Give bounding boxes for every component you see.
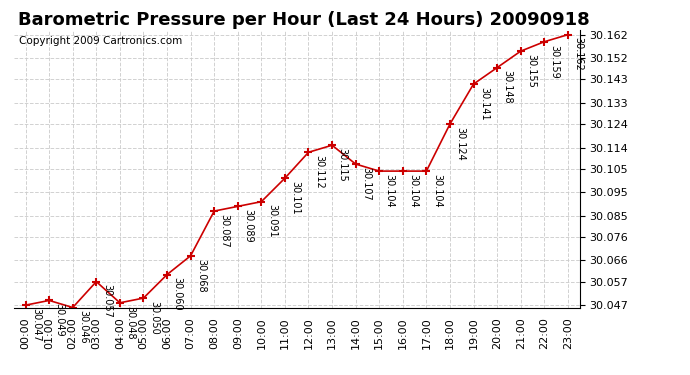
Text: 30.104: 30.104 [408, 174, 418, 207]
Text: 30.060: 30.060 [172, 278, 183, 311]
Text: Barometric Pressure per Hour (Last 24 Hours) 20090918: Barometric Pressure per Hour (Last 24 Ho… [18, 11, 589, 29]
Text: 30.101: 30.101 [290, 181, 300, 214]
Text: 30.087: 30.087 [219, 214, 230, 248]
Text: 30.148: 30.148 [502, 70, 513, 104]
Text: 30.050: 30.050 [149, 301, 159, 334]
Text: 30.104: 30.104 [432, 174, 442, 207]
Text: 30.162: 30.162 [573, 38, 583, 71]
Text: 30.049: 30.049 [55, 303, 65, 337]
Text: 30.104: 30.104 [385, 174, 395, 207]
Text: 30.115: 30.115 [337, 148, 348, 182]
Text: 30.159: 30.159 [550, 45, 560, 78]
Text: 30.057: 30.057 [102, 284, 112, 318]
Text: 30.155: 30.155 [526, 54, 536, 88]
Text: 30.048: 30.048 [126, 306, 135, 339]
Text: 30.068: 30.068 [196, 258, 206, 292]
Text: Copyright 2009 Cartronics.com: Copyright 2009 Cartronics.com [19, 36, 183, 45]
Text: 30.141: 30.141 [479, 87, 489, 120]
Text: 30.046: 30.046 [78, 310, 88, 344]
Text: 30.112: 30.112 [314, 155, 324, 189]
Text: 30.047: 30.047 [31, 308, 41, 342]
Text: 30.089: 30.089 [244, 209, 253, 243]
Text: 30.124: 30.124 [455, 127, 466, 160]
Text: 30.091: 30.091 [267, 204, 277, 238]
Text: 30.107: 30.107 [361, 167, 371, 201]
